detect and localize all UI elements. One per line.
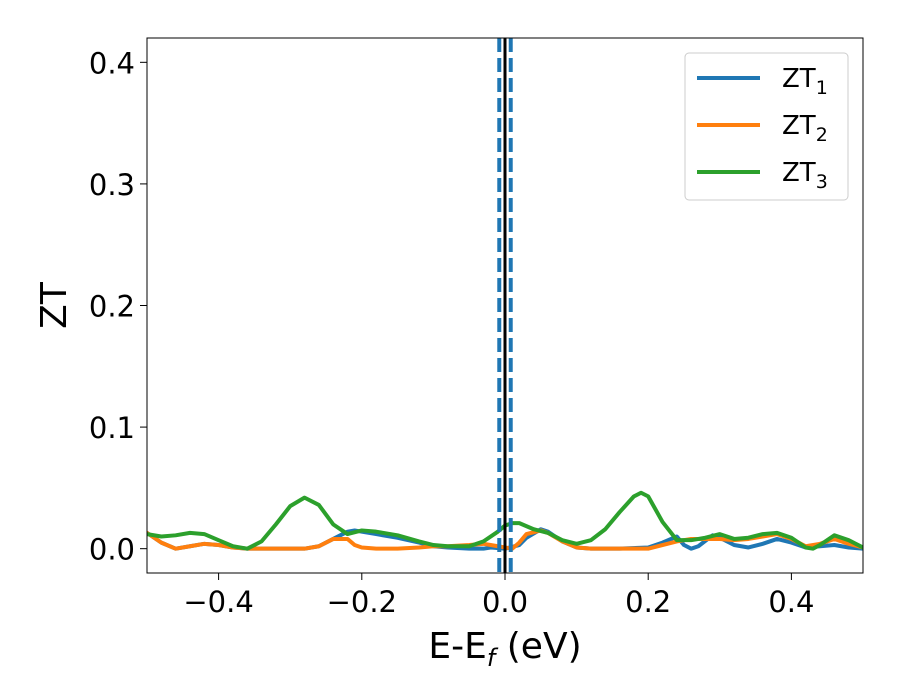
y-tick-label: 0.4 bbox=[89, 46, 135, 80]
x-axis-label-unit: (eV) bbox=[495, 626, 581, 667]
y-tick-label: 0.3 bbox=[89, 168, 135, 202]
y-tick-label: 0.1 bbox=[89, 411, 135, 445]
data-layer bbox=[147, 490, 863, 551]
y-axis: 0.0 0.1 0.2 0.3 0.4 bbox=[89, 46, 147, 567]
legend-label-zt1: ZT1 bbox=[782, 64, 828, 99]
x-tick-label: −0.2 bbox=[327, 585, 397, 619]
legend-label-zt2: ZT2 bbox=[782, 111, 828, 146]
x-tick-label: 0.2 bbox=[625, 585, 671, 619]
y-tick-label: 0.2 bbox=[89, 290, 135, 324]
y-tick-label: 0.0 bbox=[89, 533, 135, 567]
x-tick-label: −0.4 bbox=[183, 585, 253, 619]
x-axis: −0.4 −0.2 0.0 0.2 0.4 bbox=[183, 573, 814, 619]
x-tick-label: 0.4 bbox=[768, 585, 814, 619]
legend-box bbox=[684, 52, 849, 201]
legend-label-zt3: ZT3 bbox=[782, 158, 828, 193]
reference-lines bbox=[497, 38, 513, 573]
series-line-zt3 bbox=[147, 490, 863, 551]
x-tick-label: 0.0 bbox=[482, 585, 528, 619]
legend: ZT1 ZT2 ZT3 bbox=[684, 52, 849, 201]
x-axis-label-main: E-E bbox=[428, 626, 486, 667]
y-axis-label: ZT bbox=[34, 281, 75, 329]
x-axis-label: E-Ef (eV) bbox=[428, 626, 581, 672]
